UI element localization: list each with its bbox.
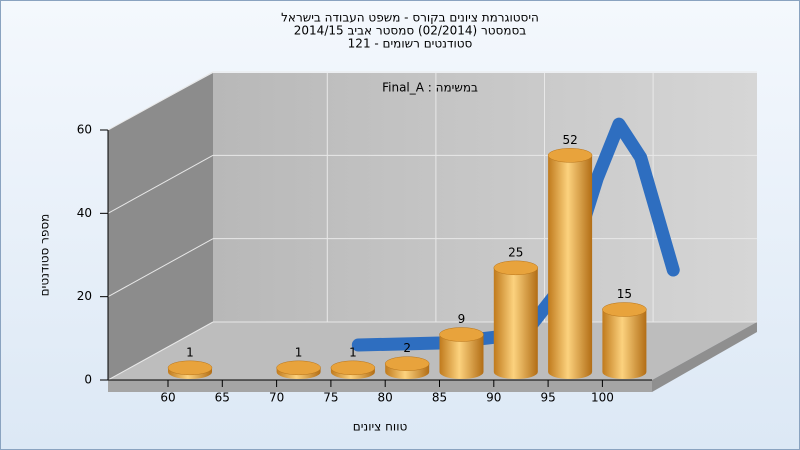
x-tick-label: 95 — [540, 391, 555, 405]
x-tick-label: 85 — [432, 391, 447, 405]
side-wall — [108, 73, 213, 380]
floor-side — [652, 322, 757, 392]
back-wall — [213, 73, 757, 322]
x-tick-label: 70 — [269, 391, 284, 405]
bar — [493, 267, 538, 380]
y-tick-label: 20 — [77, 289, 92, 303]
grid-line — [107, 238, 214, 298]
y-tick-label: 0 — [84, 373, 92, 387]
grid-line — [107, 71, 214, 131]
x-tick-label: 60 — [160, 391, 175, 405]
title-line: בסמסטר (02/2014) סמסטר אביב 2014/15 — [294, 24, 526, 38]
floor-edge — [108, 380, 652, 392]
grid-line — [107, 321, 214, 381]
data-label: 1 — [186, 345, 194, 359]
x-tick-label: 90 — [486, 391, 501, 405]
data-label: 1 — [349, 345, 357, 359]
x-tick-label: 100 — [591, 391, 614, 405]
bar-top — [167, 360, 213, 376]
bar-top — [330, 360, 376, 376]
grid-line — [107, 154, 214, 214]
floor — [108, 322, 757, 380]
y-axis-title: מספר סטודנטים — [38, 214, 52, 297]
title-line: סטודנטים רשומים - 121 — [348, 37, 473, 51]
bar-top — [547, 148, 593, 163]
bar-top — [439, 327, 484, 342]
bar-top — [276, 360, 321, 376]
data-label: 1 — [295, 345, 303, 359]
y-tick-label: 60 — [77, 123, 92, 137]
annotation: במשימה : Final_A — [382, 81, 478, 95]
bar-top — [384, 356, 430, 371]
data-label: 9 — [458, 312, 466, 326]
bar-top — [602, 302, 647, 317]
data-label: 15 — [617, 287, 632, 301]
x-tick-label: 75 — [323, 391, 338, 405]
y-tick-label: 40 — [77, 206, 92, 220]
bar — [602, 309, 647, 380]
bar — [548, 155, 593, 380]
x-tick-label: 65 — [215, 391, 230, 405]
bar-top — [493, 260, 539, 276]
title-line: היסטוגרמת ציונים בקורס - משפט העבודה ביש… — [281, 11, 539, 25]
data-label: 2 — [403, 341, 411, 355]
data-label: 52 — [562, 133, 577, 147]
bar — [439, 334, 484, 380]
x-axis-title: טווח ציונים — [353, 420, 408, 434]
data-label: 25 — [508, 245, 523, 259]
x-tick-label: 80 — [378, 391, 393, 405]
